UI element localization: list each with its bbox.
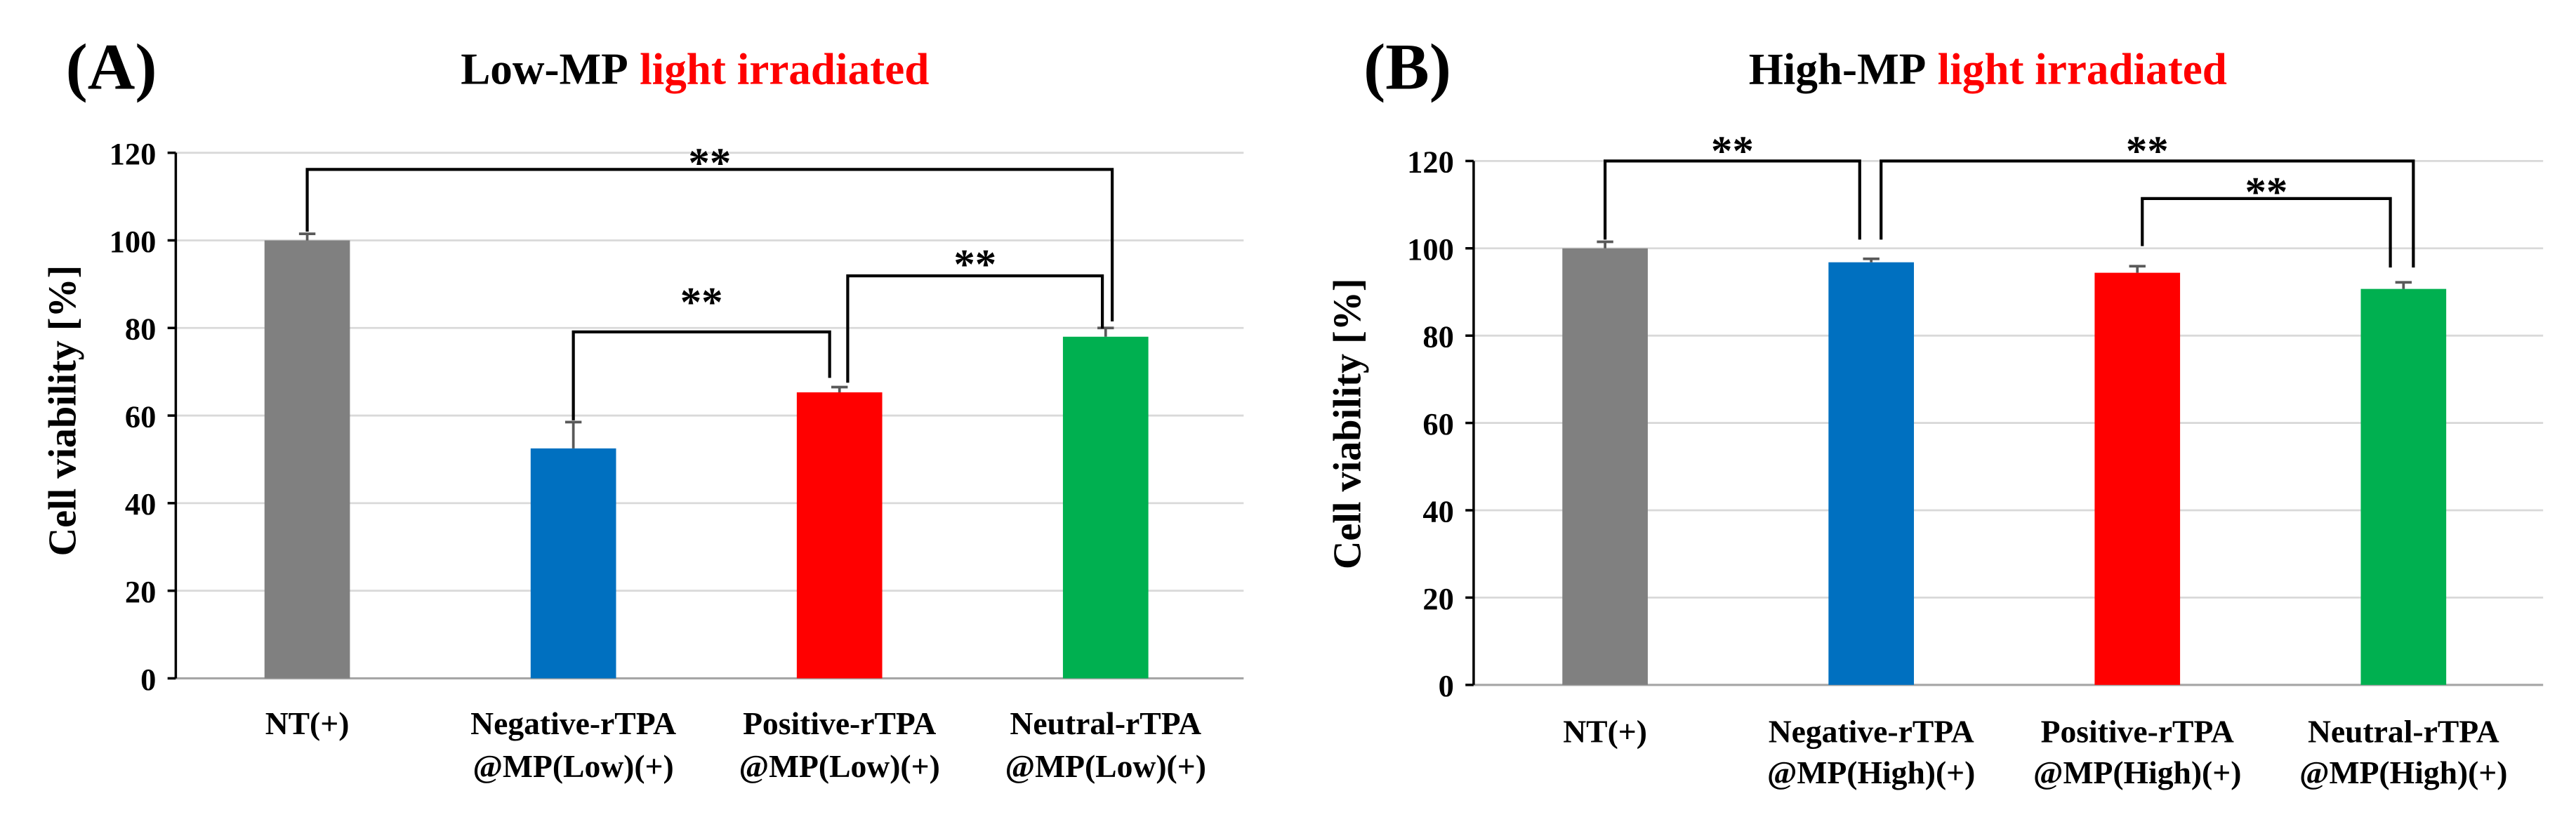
y-tick-label: 20 — [125, 574, 156, 609]
bar — [1828, 262, 1915, 685]
x-category-label: @MP(High)(+) — [2299, 755, 2507, 790]
x-category-label: Neutral-rTPA — [1010, 705, 1201, 741]
x-category-label: Negative-rTPA — [1769, 714, 1974, 750]
x-category-label: @MP(High)(+) — [1767, 755, 1975, 790]
significance-label: ** — [2245, 168, 2288, 215]
x-category-label: Neutral-rTPA — [2308, 714, 2499, 750]
x-category-label: @MP(Low)(+) — [1005, 748, 1206, 784]
chart-title-part: light irradiated — [640, 44, 929, 93]
y-tick-label: 60 — [125, 399, 156, 434]
chart-title-part: High-MP — [1749, 44, 1927, 93]
bar — [530, 448, 616, 679]
y-tick-label: 0 — [1439, 668, 1454, 703]
significance-bracket — [305, 168, 1114, 321]
significance-label: ** — [1711, 128, 1754, 175]
bar — [796, 392, 883, 679]
y-tick-label: 120 — [1407, 145, 1454, 180]
chart-title-part: Low-MP — [461, 44, 628, 93]
x-category-label: NT(+) — [265, 705, 350, 741]
panel-label: (A) — [66, 31, 157, 103]
panel-a: (A) Low-MP light irradiated 0 20 40 60 80 100 120… — [41, 31, 1244, 784]
y-tick-label: 120 — [110, 136, 157, 171]
y-axis-label: Cell viability [%] — [1326, 278, 1369, 569]
panel-label: (B) — [1363, 31, 1451, 103]
y-axis-label: Cell viability [%] — [41, 265, 85, 557]
significance-bracket — [846, 274, 1104, 383]
bar — [1562, 248, 1648, 685]
y-tick-label: 100 — [110, 224, 157, 259]
x-category-label: Positive-rTPA — [743, 705, 936, 741]
x-category-label: Negative-rTPA — [470, 705, 676, 741]
y-tick-label: 0 — [140, 662, 156, 697]
bar — [1062, 336, 1149, 679]
significance-label: ** — [688, 140, 731, 187]
y-tick-label: 80 — [125, 312, 156, 347]
bar — [264, 240, 350, 679]
significance-label: ** — [2126, 128, 2169, 175]
y-tick-label: 100 — [1407, 232, 1454, 267]
x-category-label: @MP(Low)(+) — [739, 748, 940, 784]
chart-title: Low-MP light irradiated — [461, 44, 929, 93]
y-tick-label: 40 — [125, 486, 156, 522]
significance-label: ** — [680, 279, 723, 326]
significance-label: ** — [953, 241, 996, 288]
chart-title-part: light irradiated — [1938, 44, 2227, 93]
y-tick-label: 20 — [1422, 581, 1453, 616]
y-tick-label: 60 — [1422, 406, 1453, 441]
significance-bracket — [1603, 159, 1861, 240]
significance-bracket — [572, 330, 831, 420]
x-category-label: @MP(High)(+) — [2033, 755, 2241, 790]
y-tick-label: 40 — [1422, 493, 1453, 529]
x-category-label: Positive-rTPA — [2041, 714, 2234, 750]
x-category-label: NT(+) — [1563, 714, 1647, 750]
panel-b: (B) High-MP light irradiated 0 20 40 60 80 100 12… — [1326, 31, 2544, 790]
significance-bracket — [1880, 159, 2415, 268]
y-tick-label: 80 — [1422, 319, 1453, 354]
significance-bracket — [2141, 197, 2392, 268]
x-category-label: @MP(Low)(+) — [473, 748, 674, 784]
chart-title: High-MP light irradiated — [1749, 44, 2227, 93]
bar — [2360, 288, 2447, 685]
bar — [2094, 272, 2181, 685]
